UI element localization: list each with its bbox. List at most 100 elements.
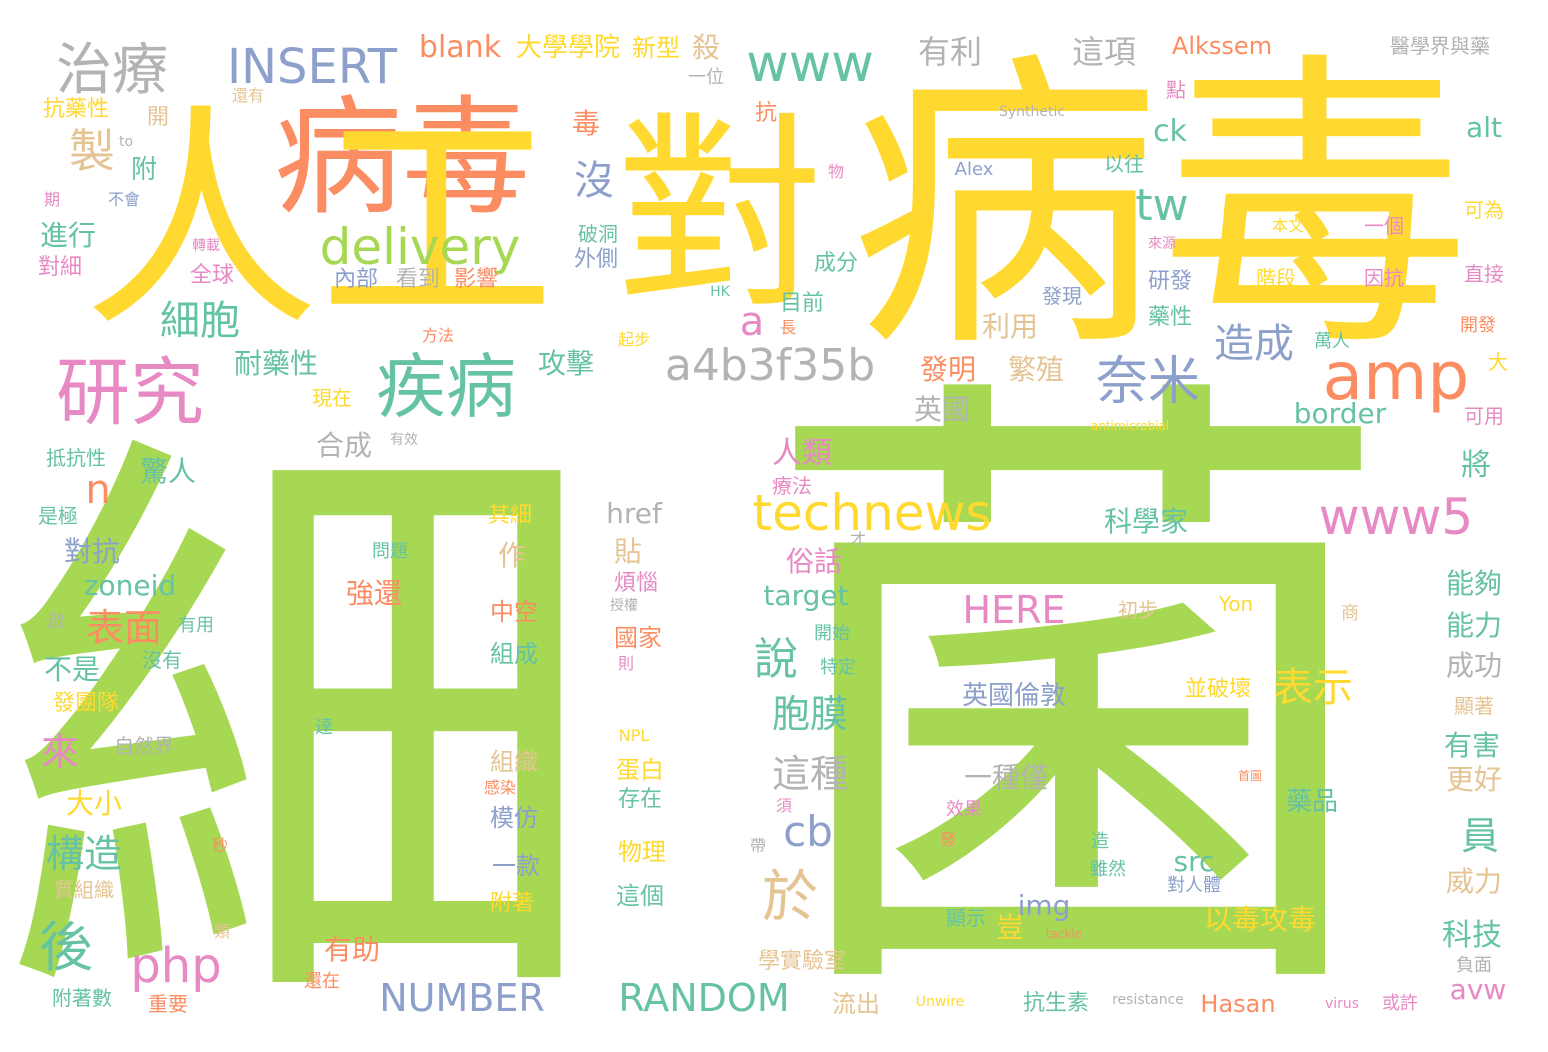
word: n	[85, 467, 111, 513]
word: 開	[146, 105, 170, 130]
word: 轉載	[192, 238, 220, 254]
word: 商	[1341, 603, 1359, 624]
word: 物	[827, 162, 845, 181]
word: Hasan	[1200, 990, 1276, 1018]
word: resistance	[1112, 992, 1184, 1008]
word: 更好	[1445, 763, 1503, 796]
word: blank	[418, 30, 502, 65]
word: 攻擊	[537, 347, 595, 380]
word: 問題	[372, 541, 408, 562]
word: 造	[1091, 831, 1109, 852]
word: 作	[497, 539, 527, 572]
word: 沒有	[142, 648, 182, 672]
word: 期	[43, 190, 61, 209]
word: 大學學院	[515, 33, 621, 63]
word: 還在	[304, 971, 340, 992]
word: 效果	[946, 799, 982, 820]
word: Alex	[954, 159, 994, 180]
word: 藥性	[1147, 305, 1193, 330]
word: 煩惱	[613, 571, 659, 596]
word: ck	[1153, 114, 1187, 149]
word: 首圖	[1237, 769, 1263, 783]
word: 員	[1460, 814, 1500, 858]
word: 製	[69, 124, 115, 178]
word: 治療	[56, 38, 168, 103]
word: 這項	[1071, 33, 1137, 71]
word: 有用	[178, 615, 214, 636]
word: 發現	[1042, 284, 1082, 308]
word: 病毒	[850, 28, 1470, 389]
word: 附著數	[52, 986, 112, 1010]
word: HK	[710, 284, 730, 300]
word: 人類	[772, 436, 832, 471]
word: 顯示	[946, 906, 986, 930]
word: 進行	[39, 219, 97, 252]
word: 開發	[1460, 315, 1496, 336]
word: Synthetic	[998, 104, 1066, 120]
word: 醫學界與藥	[1390, 34, 1490, 58]
word: 負面	[1456, 955, 1492, 976]
word: 蛋白	[616, 756, 664, 784]
word: 可用	[1464, 404, 1504, 428]
word: Yon	[1218, 592, 1254, 616]
word: 方法	[421, 326, 455, 345]
word: 研究	[56, 350, 204, 436]
word: INSERT	[226, 39, 398, 95]
word: 特定	[820, 657, 856, 678]
word: 有效	[390, 432, 418, 448]
word: 或許	[1382, 993, 1418, 1014]
word: 構造	[45, 832, 123, 876]
word: 學實驗室	[757, 949, 847, 974]
word: 內部	[333, 267, 379, 292]
word: antimicrobial	[1090, 419, 1170, 433]
word: 因抗	[1364, 266, 1404, 290]
word: img	[1017, 889, 1071, 922]
word: 發團隊	[52, 691, 120, 716]
word: amp	[1322, 338, 1470, 415]
word: 重要	[148, 992, 188, 1016]
word: 發	[939, 830, 957, 849]
word: border	[1293, 397, 1387, 430]
word: 秒	[211, 836, 229, 855]
word: 能夠	[1445, 567, 1503, 600]
word: 外側	[573, 247, 619, 272]
word: 組成	[490, 640, 538, 668]
word: 病毒	[273, 84, 531, 233]
word: 階段	[1256, 266, 1296, 290]
word: 說	[754, 634, 798, 685]
word: 人工	[82, 84, 556, 359]
word: 耐藥性	[233, 347, 319, 380]
word: 對人體	[1167, 875, 1221, 896]
word: cb	[783, 807, 833, 856]
word: virus	[1324, 996, 1360, 1012]
word: 威力	[1445, 865, 1503, 898]
word: 全球	[189, 263, 235, 288]
word: 成分	[813, 251, 859, 276]
word: RANDOM	[618, 976, 790, 1020]
word: 英國	[913, 393, 971, 426]
word: 豈	[995, 911, 1025, 944]
word: 於	[762, 865, 818, 930]
word: 還有	[231, 86, 265, 105]
word: tw	[1135, 180, 1189, 231]
word: 一種僅	[963, 761, 1049, 794]
word: 則	[617, 654, 635, 673]
word: 並破壞	[1184, 677, 1252, 702]
word: 須	[775, 796, 793, 815]
word: 組織	[490, 748, 538, 776]
word: 國家	[614, 624, 662, 652]
word: php	[130, 938, 222, 994]
word: 流出	[832, 990, 880, 1018]
word: 存在	[617, 787, 663, 812]
word: 帶	[749, 836, 767, 855]
word: to	[118, 134, 134, 150]
word: 能力	[1445, 609, 1503, 642]
word: 啟	[47, 611, 65, 632]
word: 顯著	[1454, 694, 1494, 718]
word: 細胞	[160, 298, 240, 344]
word: 有利	[917, 33, 983, 71]
word: 本文	[1271, 216, 1305, 235]
word: 疾病	[376, 346, 516, 428]
word: 新型	[632, 34, 680, 62]
word: 目前	[779, 291, 825, 316]
